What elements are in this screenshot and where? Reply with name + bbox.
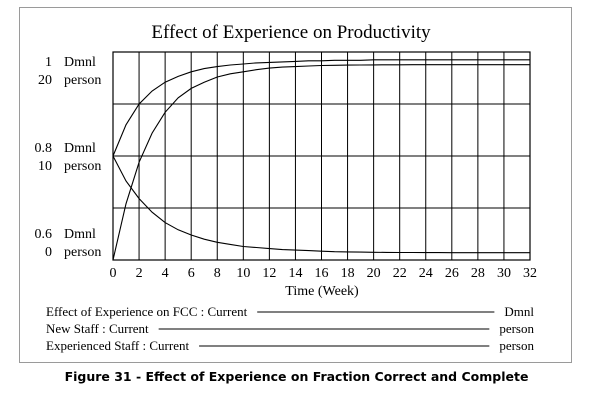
legend-label: New Staff : Current <box>46 321 149 336</box>
x-tick-label: 16 <box>315 266 329 281</box>
y-tick-label: 20 <box>38 73 52 88</box>
x-tick-label: 14 <box>288 266 302 281</box>
legend-unit: person <box>499 321 534 336</box>
x-tick-label: 4 <box>162 266 169 281</box>
legend-label: Effect of Experience on FCC : Current <box>46 304 248 319</box>
legend-unit: Dmnl <box>504 304 534 319</box>
y-tick-label: 0 <box>45 245 52 260</box>
x-axis-label: Time (Week) <box>285 284 359 299</box>
legend-label: Experienced Staff : Current <box>46 338 189 353</box>
y-tick-label: 10 <box>38 159 52 174</box>
series-line-effect-of-experience-on-fcc-current <box>112 59 530 157</box>
x-tick-label: 12 <box>262 266 276 281</box>
grid <box>112 51 531 261</box>
series-line-new-staff-current <box>112 155 530 254</box>
x-tick-label: 6 <box>188 266 195 281</box>
x-tick-label: 10 <box>236 266 250 281</box>
x-tick-label: 8 <box>214 266 221 281</box>
y-tick-label: 0.8 <box>35 141 53 156</box>
x-tick-label: 24 <box>419 266 433 281</box>
x-tick-label: 22 <box>393 266 407 281</box>
y-axis-unit: person <box>64 159 101 174</box>
y-tick-label: 0.6 <box>35 227 53 242</box>
series-lines <box>112 59 530 261</box>
chart-title: Effect of Experience on Productivity <box>151 22 431 43</box>
x-tick-label: 30 <box>497 266 511 281</box>
x-tick-label: 2 <box>136 266 143 281</box>
x-tick-label: 18 <box>341 266 355 281</box>
x-tick-label: 28 <box>471 266 485 281</box>
y-axis-unit: Dmnl <box>64 55 96 70</box>
y-axis-unit: person <box>64 245 101 260</box>
y-axis-unit: Dmnl <box>64 141 96 156</box>
legend-unit: person <box>499 338 534 353</box>
legend: Effect of Experience on FCC : Current Dmn… <box>46 304 534 353</box>
x-tick-label: 0 <box>110 266 117 281</box>
x-tick-label: 26 <box>445 266 459 281</box>
figure-caption: Figure 31 - Effect of Experience on Frac… <box>64 369 529 384</box>
y-axis-unit: person <box>64 73 101 88</box>
x-tick-label: 32 <box>523 266 537 281</box>
chart-frame <box>19 7 572 363</box>
y-tick-label: 1 <box>45 55 52 70</box>
y-axis-unit: Dmnl <box>64 227 96 242</box>
x-tick-label: 20 <box>367 266 381 281</box>
series-line-experienced-staff-current <box>112 64 530 261</box>
